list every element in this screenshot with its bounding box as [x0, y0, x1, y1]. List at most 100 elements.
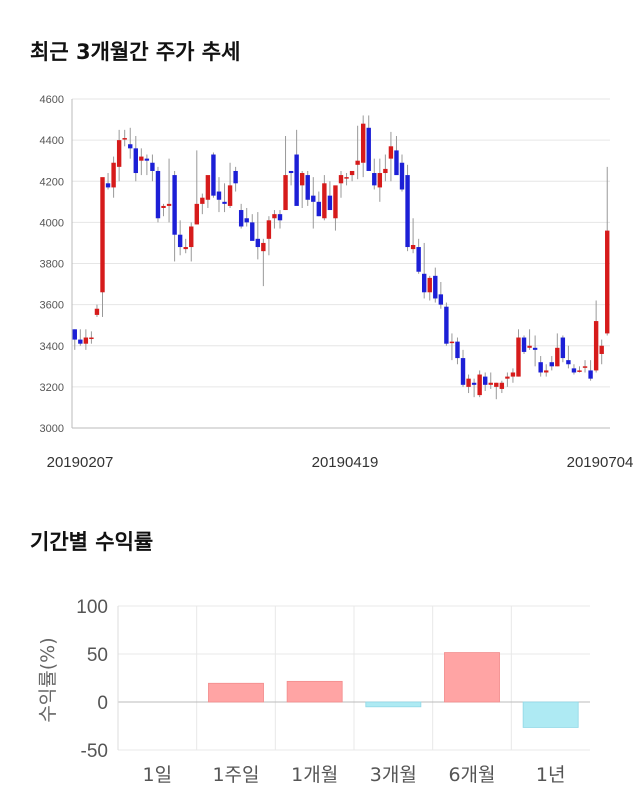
candle-body [527, 345, 532, 348]
candle-body [360, 123, 366, 163]
candle-body [433, 275, 438, 299]
candle-body [266, 220, 272, 239]
candle-body [427, 277, 432, 293]
y-tick-label: 3200 [40, 382, 64, 394]
candle-body [116, 140, 122, 167]
x-tick-label: 3개월 [370, 764, 417, 786]
candle-body [505, 376, 510, 379]
x-tick-label: 1년 [536, 764, 566, 786]
candle-body [483, 376, 488, 385]
candle-body [133, 148, 138, 174]
candle-body [72, 329, 77, 340]
candle-body [311, 195, 316, 202]
candle-body [477, 374, 482, 396]
return-bar [444, 652, 500, 703]
x-tick-label: 1일 [143, 764, 173, 786]
y-tick-label: -50 [81, 741, 108, 762]
return-bar [286, 680, 343, 703]
candle-body [205, 175, 211, 200]
candle-body [100, 177, 105, 293]
candle-body [566, 360, 571, 365]
return-bar [365, 701, 422, 708]
candle-body [89, 337, 94, 340]
return-bar [208, 682, 264, 703]
candle-body [172, 175, 177, 235]
candle-body [449, 341, 455, 344]
y-tick-label: 3400 [40, 341, 64, 353]
candle-body [183, 247, 188, 250]
candle-body [510, 372, 516, 377]
candle-body [294, 154, 299, 206]
candle-body [593, 321, 599, 371]
candle-body [194, 203, 199, 225]
candle-body [316, 201, 322, 217]
candle-body [105, 183, 111, 188]
candle-body [372, 173, 377, 186]
candle-body [283, 175, 288, 211]
candle-body [111, 162, 116, 188]
candle-body [488, 382, 493, 385]
candle-body [438, 294, 444, 305]
candle-body [78, 339, 83, 344]
candle-body [599, 345, 604, 354]
candle-body [83, 337, 89, 344]
y-tick-label: 0 [97, 693, 108, 714]
candle-body [277, 214, 283, 221]
candle-body [189, 226, 194, 248]
x-tick-label: 20190419 [312, 454, 379, 471]
candle-body [555, 347, 560, 367]
candle-body [532, 347, 538, 350]
candle-body [494, 382, 499, 387]
candle-body [416, 247, 421, 272]
y-axis-label: 수익률(%) [37, 637, 59, 722]
period-returns-title: 기간별 수익률 [30, 530, 154, 554]
candle-body [255, 238, 261, 248]
stock-trend-title: 최근 3개월간 주가 추세 [30, 40, 241, 64]
x-tick-label: 1개월 [291, 764, 338, 786]
candle-body [94, 308, 100, 315]
candle-body [155, 170, 161, 219]
candle-body [582, 366, 588, 368]
y-tick-label: 3000 [40, 423, 64, 435]
candle-body [521, 337, 527, 352]
candle-body [144, 158, 150, 161]
candle-body [244, 218, 249, 223]
x-tick-label: 1주일 [212, 764, 259, 786]
candle-body [455, 341, 460, 359]
candle-body [122, 138, 127, 140]
candle-body [349, 170, 355, 176]
y-tick-label: 3800 [40, 259, 64, 271]
candle-body [577, 370, 582, 372]
y-tick-label: 3600 [40, 300, 64, 312]
candle-body [238, 210, 244, 227]
y-tick-label: 4400 [40, 135, 64, 147]
candle-body [410, 244, 416, 250]
candle-body [327, 195, 333, 211]
candle-body [233, 170, 238, 184]
y-tick-label: 50 [87, 645, 108, 666]
candle-body [305, 175, 310, 200]
candle-body [499, 382, 505, 389]
candle-body [128, 144, 133, 149]
candle-body [299, 173, 305, 186]
y-tick-label: 4200 [40, 176, 64, 188]
candle-body [272, 214, 277, 219]
candle-body [405, 175, 410, 248]
candle-body [366, 127, 371, 171]
candlestick-chart: 3000 3200 3400 3600 3800 4000 4200 4400 4600 2019… [40, 94, 634, 471]
candle-body [333, 185, 338, 219]
candle-body [161, 205, 166, 208]
candle-body [250, 222, 255, 241]
candle-body [200, 197, 205, 204]
candle-body [177, 234, 183, 248]
candle-body [222, 201, 227, 204]
candle-body [394, 150, 399, 176]
y-tick-label: 100 [76, 597, 108, 618]
candle-body [588, 370, 593, 379]
x-tick-label: 20190207 [47, 454, 114, 471]
candle-body [421, 273, 427, 293]
candle-body [355, 160, 360, 165]
candle-body [444, 306, 449, 344]
candle-body [605, 230, 610, 334]
